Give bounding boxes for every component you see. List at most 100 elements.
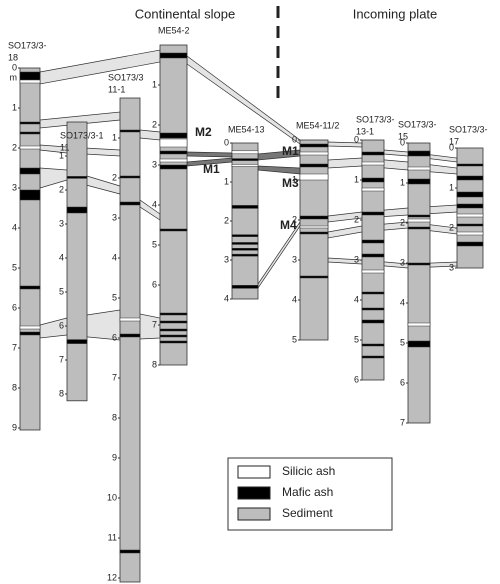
depth-label: 5 [112,292,117,302]
mafic-ash [407,178,431,185]
silicic-ash [231,150,259,155]
mafic-ash [159,164,188,170]
mafic-ash [361,319,385,324]
core [231,142,259,300]
depth-label: 5 [292,334,297,344]
core-name: 18 [8,52,18,62]
legend-label: Mafic ash [282,485,333,499]
mafic-ash [231,248,259,251]
depth-label: 2 [292,214,297,224]
mafic-ash [231,158,259,161]
mafic-ash [361,343,385,347]
mafic-ash [159,328,188,332]
silicic-ash [361,269,385,274]
depth-label: 6 [59,320,64,330]
depth-label: 1 [292,174,297,184]
silicic-ash [407,322,431,327]
depth-label: 4 [400,297,405,307]
depth-label: 4 [354,294,359,304]
depth-label: 8 [112,412,117,422]
depth-label: 1 [400,177,405,187]
marker: M3 [282,176,299,190]
core [19,67,41,431]
depth-label: 6 [152,279,157,289]
depth-label: 3 [152,159,157,169]
mafic-ash [231,234,259,237]
depth-label: 4 [112,252,117,262]
depth-label: 2 [12,142,17,152]
depth-label: 7 [59,354,64,364]
depth-label: 4 [224,293,229,303]
silicic-ash [159,158,188,163]
core-name: SO173/3- [356,114,395,124]
legend-swatch [237,465,271,479]
mafic-ash [407,340,431,348]
silicic-ash [19,325,41,330]
mafic-ash [231,285,259,289]
depth-label: 6 [112,332,117,342]
mafic-ash [361,239,385,244]
depth-label: 1 [152,79,157,89]
marker: M1 [203,162,220,176]
mafic-ash [299,231,329,235]
mafic-ash [456,223,484,227]
mafic-ash [66,339,88,344]
mafic-ash [231,242,259,245]
depth-label: 6 [354,374,359,384]
mafic-ash [19,121,41,125]
mafic-ash [159,52,188,59]
silicic-ash [299,225,329,229]
depth-label: 3 [449,262,454,272]
depth-label: 2 [354,214,359,224]
core-name: SO173/3- [449,124,488,134]
core-name: ME54-2 [158,25,190,35]
silicic-ash [456,213,484,218]
mafic-ash [361,355,385,359]
depth-label: 1 [224,176,229,186]
core [66,121,88,402]
mafic-ash [159,312,188,316]
legend-label: Sediment [282,506,333,520]
marker: M4 [280,218,297,232]
mafic-ash [119,201,141,206]
mafic-ash [159,150,188,155]
depth-label: 7 [112,372,117,382]
mafic-ash [456,241,484,247]
silicic-ash [361,187,385,192]
core-name: 13-1 [356,126,374,136]
core [299,139,329,341]
depth-label: 9 [112,452,117,462]
depth-label: 3 [112,212,117,222]
core [159,44,188,366]
mafic-ash [361,211,385,216]
mafic-ash [159,228,188,232]
mafic-ash [66,176,88,179]
legend-label: Silicic ash [282,464,335,478]
depth-label: 2 [112,172,117,182]
mafic-ash [19,331,41,336]
depth-unit: m [10,72,18,82]
depth-label: 3 [354,254,359,264]
core-name: SO173/3-1 [60,130,104,140]
depth-label: 3 [59,218,64,228]
depth-label: 3 [400,257,405,267]
depth-label: 6 [400,377,405,387]
mafic-ash [231,205,259,209]
depth-label: 2 [400,217,405,227]
depth-label: 12 [107,572,117,582]
mafic-ash [159,334,188,338]
mafic-ash [361,151,385,156]
mafic-ash [299,143,329,148]
silicic-ash [19,145,41,150]
silicic-ash [456,231,484,236]
depth-label: 5 [354,334,359,344]
mafic-ash [407,150,431,157]
silicic-ash [159,138,188,148]
silicic-ash [299,151,329,156]
mafic-ash [119,333,141,338]
depth-label: 1 [449,182,454,192]
core-name: SO173/3- [8,40,47,50]
mafic-ash [159,340,188,344]
mafic-ash [19,189,41,201]
